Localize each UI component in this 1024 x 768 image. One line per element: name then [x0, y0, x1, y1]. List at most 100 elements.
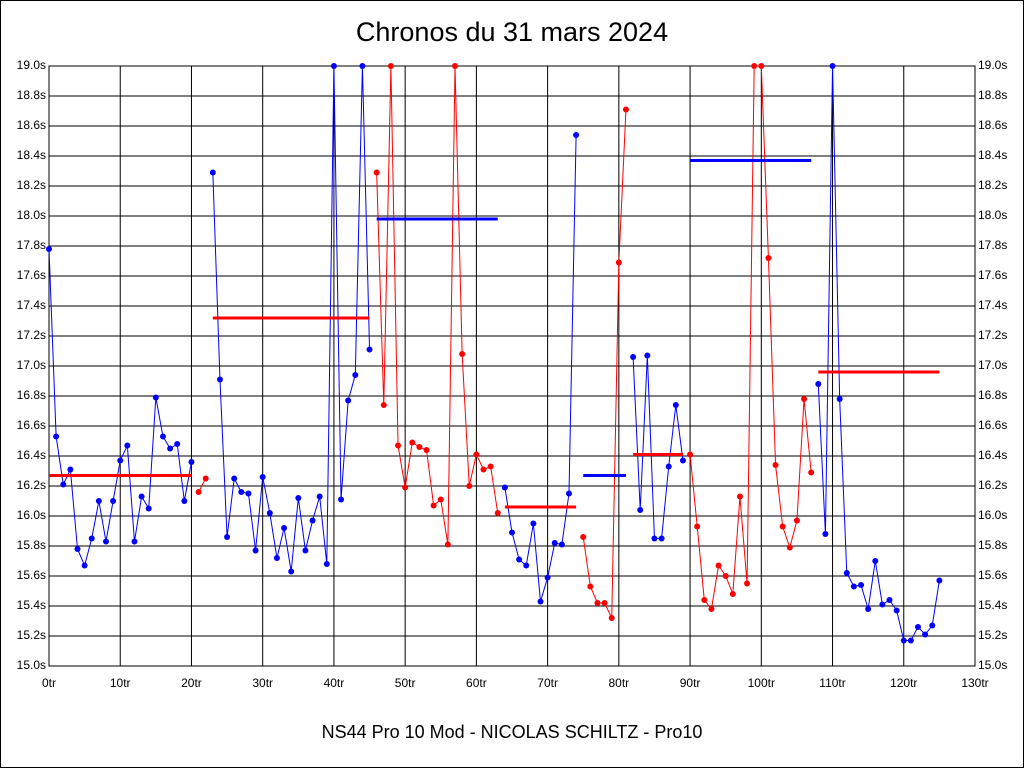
- y-tick-label: 15.2s: [17, 628, 46, 642]
- data-point: [352, 372, 359, 378]
- y2-tick-label: 17.6s: [978, 268, 1007, 282]
- data-point: [687, 451, 694, 458]
- y2-tick-label: 16.8s: [978, 388, 1007, 402]
- data-point: [915, 624, 922, 630]
- data-point: [224, 534, 231, 540]
- data-point: [167, 445, 174, 452]
- data-point: [858, 582, 865, 588]
- data-point: [395, 442, 402, 449]
- y-tick-label: 16.2s: [17, 478, 46, 492]
- y2-tick-label: 15.8s: [978, 538, 1007, 552]
- data-point: [779, 523, 786, 530]
- data-point: [850, 583, 857, 590]
- y-tick-label: 16.8s: [17, 388, 46, 402]
- data-point: [922, 631, 929, 638]
- data-point: [715, 562, 722, 569]
- data-point: [138, 493, 145, 500]
- data-point: [537, 598, 544, 605]
- y-tick-label: 15.0s: [17, 658, 46, 672]
- y2-tick-label: 15.6s: [978, 568, 1007, 582]
- data-point: [288, 568, 295, 575]
- data-point: [473, 451, 480, 458]
- data-point: [900, 637, 907, 644]
- x-tick-label: 60tr: [466, 676, 487, 690]
- data-point: [580, 534, 587, 540]
- y2-tick-label: 18.0s: [978, 208, 1007, 222]
- data-point: [672, 402, 679, 408]
- y-tick-label: 16.4s: [17, 448, 46, 462]
- y2-tick-label: 16.4s: [978, 448, 1007, 462]
- y-tick-label: 15.8s: [17, 538, 46, 552]
- data-point: [387, 63, 394, 69]
- data-point: [159, 433, 166, 440]
- data-point: [373, 169, 380, 176]
- data-point: [615, 259, 622, 266]
- x-tick-label: 110tr: [819, 676, 845, 690]
- data-point: [509, 529, 515, 536]
- data-point: [587, 583, 594, 590]
- data-point: [174, 441, 181, 447]
- data-point: [929, 622, 936, 629]
- data-point: [302, 547, 309, 554]
- data-point: [338, 496, 345, 503]
- data-point: [117, 457, 124, 464]
- x-tick-label: 0tr: [42, 676, 56, 690]
- y2-tick-label: 17.8s: [978, 238, 1007, 252]
- data-point: [829, 63, 836, 69]
- data-point: [444, 541, 451, 548]
- data-point: [295, 495, 302, 501]
- data-point: [316, 493, 323, 500]
- y-tick-label: 17.8s: [17, 238, 46, 252]
- data-point: [558, 541, 565, 548]
- data-point: [402, 484, 409, 491]
- data-point: [665, 463, 672, 470]
- data-point: [459, 351, 466, 357]
- x-tick-label: 20tr: [181, 676, 202, 690]
- y2-tick-label: 16.6s: [978, 418, 1007, 432]
- data-point: [309, 517, 316, 524]
- data-point: [46, 246, 52, 252]
- data-point: [865, 606, 872, 612]
- data-point: [608, 615, 615, 621]
- x-axis-title: NS44 Pro 10 Mod - NICOLAS SCHILTZ - Pro1…: [322, 722, 703, 742]
- data-point: [843, 570, 850, 576]
- data-point: [815, 381, 822, 387]
- data-point: [544, 574, 551, 581]
- data-point: [216, 376, 223, 383]
- data-point: [729, 591, 736, 597]
- data-point: [67, 466, 74, 473]
- data-point: [466, 483, 473, 489]
- y2-tick-label: 17.2s: [978, 328, 1007, 342]
- data-point: [601, 600, 608, 606]
- data-point: [808, 469, 815, 476]
- y-tick-label: 18.6s: [17, 118, 46, 132]
- data-point: [430, 502, 437, 509]
- data-point: [273, 555, 280, 561]
- y-tick-label: 18.2s: [17, 178, 46, 192]
- data-point: [751, 63, 758, 69]
- data-point: [110, 498, 117, 504]
- data-point: [622, 106, 629, 113]
- data-point: [359, 63, 366, 69]
- data-point: [88, 535, 95, 542]
- data-point: [245, 490, 252, 497]
- data-point: [793, 517, 800, 524]
- data-point: [145, 505, 152, 512]
- data-point: [380, 402, 387, 408]
- data-point: [494, 510, 501, 516]
- data-point: [630, 354, 637, 360]
- y2-tick-label: 17.0s: [978, 358, 1007, 372]
- data-point: [530, 520, 537, 527]
- data-point: [565, 490, 572, 497]
- data-point: [195, 489, 202, 495]
- data-point: [886, 597, 893, 603]
- data-point: [523, 562, 530, 569]
- data-point: [679, 457, 686, 464]
- y-tick-label: 17.2s: [17, 328, 46, 342]
- data-point: [330, 63, 337, 69]
- data-point: [209, 169, 216, 176]
- data-point: [658, 535, 665, 542]
- x-tick-label: 70tr: [537, 676, 558, 690]
- data-point: [480, 466, 487, 473]
- y2-tick-label: 17.4s: [978, 298, 1007, 312]
